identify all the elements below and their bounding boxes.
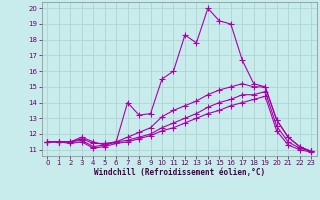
X-axis label: Windchill (Refroidissement éolien,°C): Windchill (Refroidissement éolien,°C) [94,168,265,177]
